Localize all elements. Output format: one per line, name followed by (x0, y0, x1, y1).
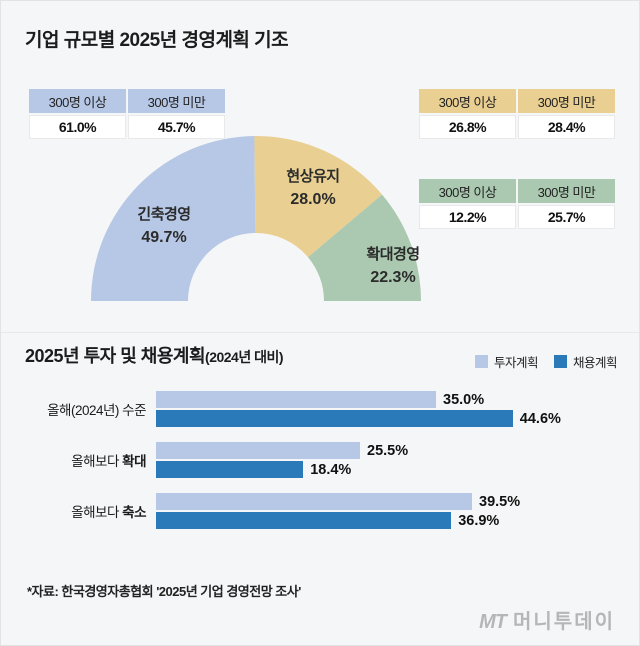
bar-pair: 39.5% 36.9% (156, 493, 556, 529)
label-text: 올해보다 (71, 454, 123, 469)
bar-chart-title: 2025년 투자 및 채용계획(2024년 대비) (25, 342, 284, 368)
investment-bar (156, 391, 436, 408)
table-value-cell: 45.7% (128, 115, 225, 139)
bar-category-label: 올해보다 축소 (1, 501, 156, 521)
segment-name: 현상유지 (286, 168, 340, 185)
segment-value: 22.3% (370, 269, 416, 286)
bar-line-investment: 39.5% (156, 493, 556, 510)
bar-category-label: 올해보다 확대 (1, 450, 156, 470)
segment-value: 49.7% (141, 229, 187, 246)
bar-pair: 25.5% 18.4% (156, 442, 556, 478)
section-divider (1, 332, 639, 333)
bar-pair: 35.0% 44.6% (156, 391, 561, 427)
donut-segment-maintain (254, 135, 383, 258)
moneytoday-logo: MT 머니투데이 (479, 605, 615, 634)
bar-value-label: 35.0% (443, 391, 485, 408)
segment-value: 28.0% (290, 191, 336, 208)
bar-row-reduce: 올해보다 축소 39.5% 36.9% (1, 493, 639, 529)
mt-logo-mark: MT (479, 611, 507, 633)
investment-bar (156, 493, 472, 510)
donut-label-expand: 확대경영 22.3% (331, 243, 455, 287)
half-donut-chart (91, 135, 421, 301)
source-note: *자료: 한국경영자총협회 '2025년 기업 경영전망 조사' (27, 584, 301, 599)
investment-bar (156, 442, 360, 459)
bar-row-same-level: 올해(2024년) 수준 35.0% 44.6% (1, 391, 639, 427)
table-header-cell: 300명 이상 (419, 89, 516, 113)
chart-legend: 투자계획 채용계획 (474, 352, 618, 371)
size-table-expand: 300명 이상 300명 미만 12.2% 25.7% (419, 179, 615, 229)
label-text: 올해보다 (71, 505, 123, 520)
legend-swatch-investment (474, 355, 488, 368)
donut-label-maintain: 현상유지 28.0% (253, 165, 373, 209)
bar-category-label: 올해(2024년) 수준 (1, 399, 156, 419)
bar-value-label: 44.6% (519, 410, 561, 427)
label-bold-text: 축소 (122, 505, 146, 520)
legend-item-investment: 투자계획 (474, 352, 539, 371)
table-value-cell: 12.2% (419, 205, 516, 229)
bar-chart-title-suffix: (2024년 대비) (205, 349, 284, 365)
legend-swatch-hiring (553, 355, 567, 368)
table-header-cell: 300명 미만 (128, 89, 225, 113)
segment-name: 긴축경영 (137, 206, 191, 223)
table-header-cell: 300명 이상 (419, 179, 516, 203)
size-table-austerity: 300명 이상 300명 미만 61.0% 45.7% (29, 89, 225, 139)
table-value-cell: 26.8% (419, 115, 516, 139)
bar-value-label: 25.5% (367, 442, 409, 459)
bar-line-investment: 35.0% (156, 391, 556, 408)
mt-logo-name: 머니투데이 (513, 611, 615, 633)
label-bold-text: 확대 (122, 454, 146, 469)
donut-label-austerity: 긴축경영 49.7% (94, 203, 234, 247)
bar-value-label: 39.5% (479, 493, 521, 510)
legend-item-hiring: 채용계획 (553, 352, 618, 371)
table-header-cell: 300명 미만 (518, 179, 615, 203)
table-value-cell: 25.7% (518, 205, 615, 229)
bar-line-hiring: 18.4% (156, 461, 556, 478)
table-value-cell: 28.4% (518, 115, 615, 139)
donut-segment-expand (308, 194, 421, 301)
hiring-bar (156, 410, 513, 427)
legend-label: 투자계획 (493, 356, 539, 370)
bar-value-label: 18.4% (310, 461, 352, 478)
size-table-maintain: 300명 이상 300명 미만 26.8% 28.4% (419, 89, 615, 139)
hiring-bar (156, 512, 452, 529)
segment-name: 확대경영 (366, 246, 420, 263)
bar-value-label: 36.9% (458, 512, 500, 529)
table-header-cell: 300명 이상 (29, 89, 126, 113)
hiring-bar (156, 461, 304, 478)
bar-line-hiring: 36.9% (156, 512, 556, 529)
bar-chart-title-text: 2025년 투자 및 채용계획 (25, 346, 206, 366)
table-value-cell: 61.0% (29, 115, 126, 139)
legend-label: 채용계획 (572, 356, 618, 370)
donut-segment-austerity (91, 136, 256, 301)
table-header-cell: 300명 미만 (518, 89, 615, 113)
bar-line-investment: 25.5% (156, 442, 556, 459)
bar-row-expand: 올해보다 확대 25.5% 18.4% (1, 442, 639, 478)
bar-chart-rows: 올해(2024년) 수준 35.0% 44.6% 올해보다 확대 25.5% (1, 391, 639, 529)
page-title: 기업 규모별 2025년 경영계획 기조 (25, 30, 289, 51)
bar-line-hiring: 44.6% (156, 410, 561, 427)
label-text: 올해(2024년) 수준 (47, 403, 146, 418)
